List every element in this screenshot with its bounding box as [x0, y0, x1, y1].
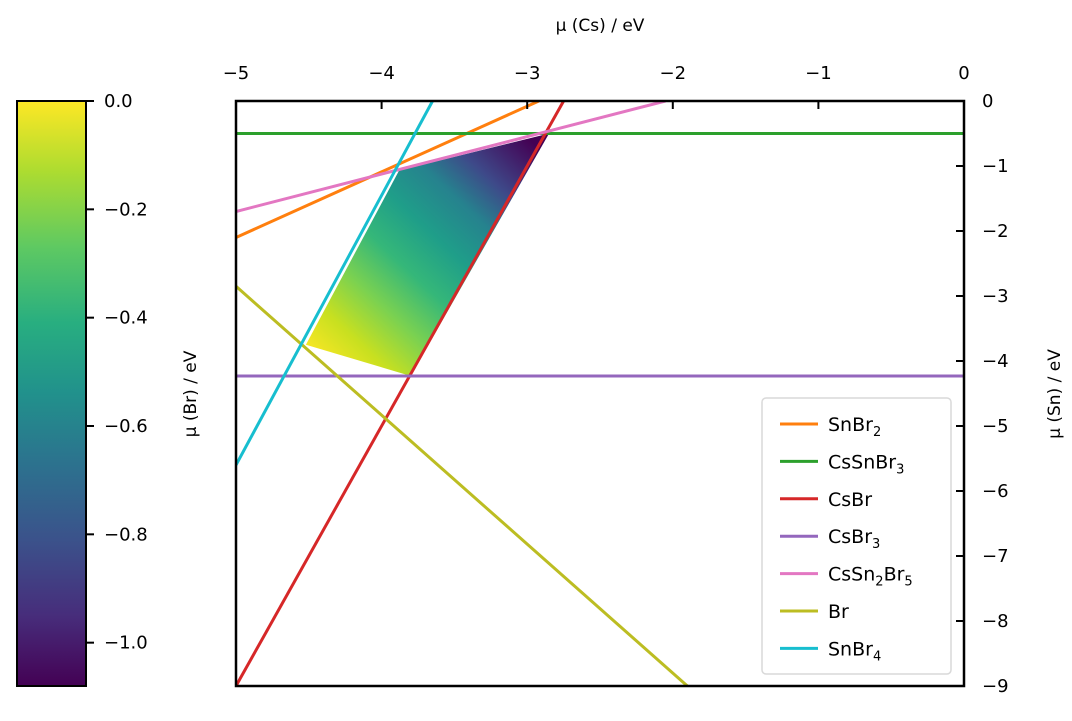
series-line-5: [236, 285, 689, 686]
legend-label: SnBr2: [828, 414, 881, 440]
x-axis-ticks: −5 −4 −3 −2 −1 0: [223, 63, 970, 109]
y-tick-label: −9: [982, 676, 1009, 697]
legend-items: SnBr2 CsSnBr3 CsBr CsBr3 CsSn2Br5 Br SnBr4: [780, 414, 913, 664]
legend-label: CsBr: [828, 489, 872, 511]
y-tick-label: −1: [982, 156, 1009, 177]
legend-label: CsSn2Br5: [828, 564, 913, 590]
x-tick-label: 0: [958, 63, 969, 84]
y-tick-label: −4: [982, 351, 1009, 372]
colorbar-tick-label: −0.2: [104, 199, 148, 220]
colorbar-tick-label: −0.4: [104, 308, 148, 329]
legend-label: CsBr3: [828, 526, 880, 552]
x-axis-label: μ (Cs) / eV: [556, 16, 645, 36]
stable-region: [305, 133, 550, 376]
x-tick-label: −1: [805, 63, 832, 84]
y-tick-label: −8: [982, 611, 1009, 632]
y-axis-ticks: 0 −1 −2 −3 −4 −5 −6 −7 −8 −9: [956, 91, 1009, 697]
x-tick-label: −3: [514, 63, 541, 84]
y-tick-label: −6: [982, 481, 1009, 502]
colorbar-gradient: [16, 100, 87, 687]
colorbar: 0.0 −0.2 −0.4 −0.6 −0.8 −1.0 μ (Br) / eV: [16, 91, 201, 687]
colorbar-tick-label: −1.0: [104, 633, 148, 654]
series-line-0: [236, 101, 540, 239]
x-tick-label: −2: [660, 63, 687, 84]
y-tick-label: −5: [982, 416, 1009, 437]
y-tick-label: −2: [982, 221, 1009, 242]
colorbar-tick-label: −0.8: [104, 524, 148, 545]
legend-label: Br: [828, 601, 849, 623]
legend-label: CsSnBr3: [828, 451, 904, 477]
x-tick-label: −4: [368, 63, 395, 84]
x-tick-label: −5: [223, 63, 250, 84]
legend: SnBr2 CsSnBr3 CsBr CsBr3 CsSn2Br5 Br SnBr4: [761, 397, 952, 675]
series-line-2: [236, 101, 565, 686]
colorbar-ticks: 0.0 −0.2 −0.4 −0.6 −0.8 −1.0: [86, 91, 148, 654]
series-line-6: [236, 101, 434, 466]
colorbar-tick-label: −0.6: [104, 416, 148, 437]
y-axis-label: μ (Sn) / eV: [1045, 349, 1065, 439]
y-tick-label: −3: [982, 286, 1009, 307]
series-lines: [236, 101, 964, 686]
colorbar-label: μ (Br) / eV: [181, 350, 201, 437]
series-line-4: [236, 101, 666, 213]
legend-box: [761, 397, 952, 675]
y-tick-label: 0: [982, 91, 993, 112]
plot-frame: [234, 99, 966, 688]
y-tick-label: −7: [982, 546, 1009, 567]
plot-area: −5 −4 −3 −2 −1 0 0 −1 −2 −3 −4 −5 −6 −7 −8 −9 μ (Cs) /…: [223, 16, 1065, 697]
colorbar-tick-label: 0.0: [104, 91, 133, 112]
legend-label: SnBr4: [828, 638, 881, 664]
